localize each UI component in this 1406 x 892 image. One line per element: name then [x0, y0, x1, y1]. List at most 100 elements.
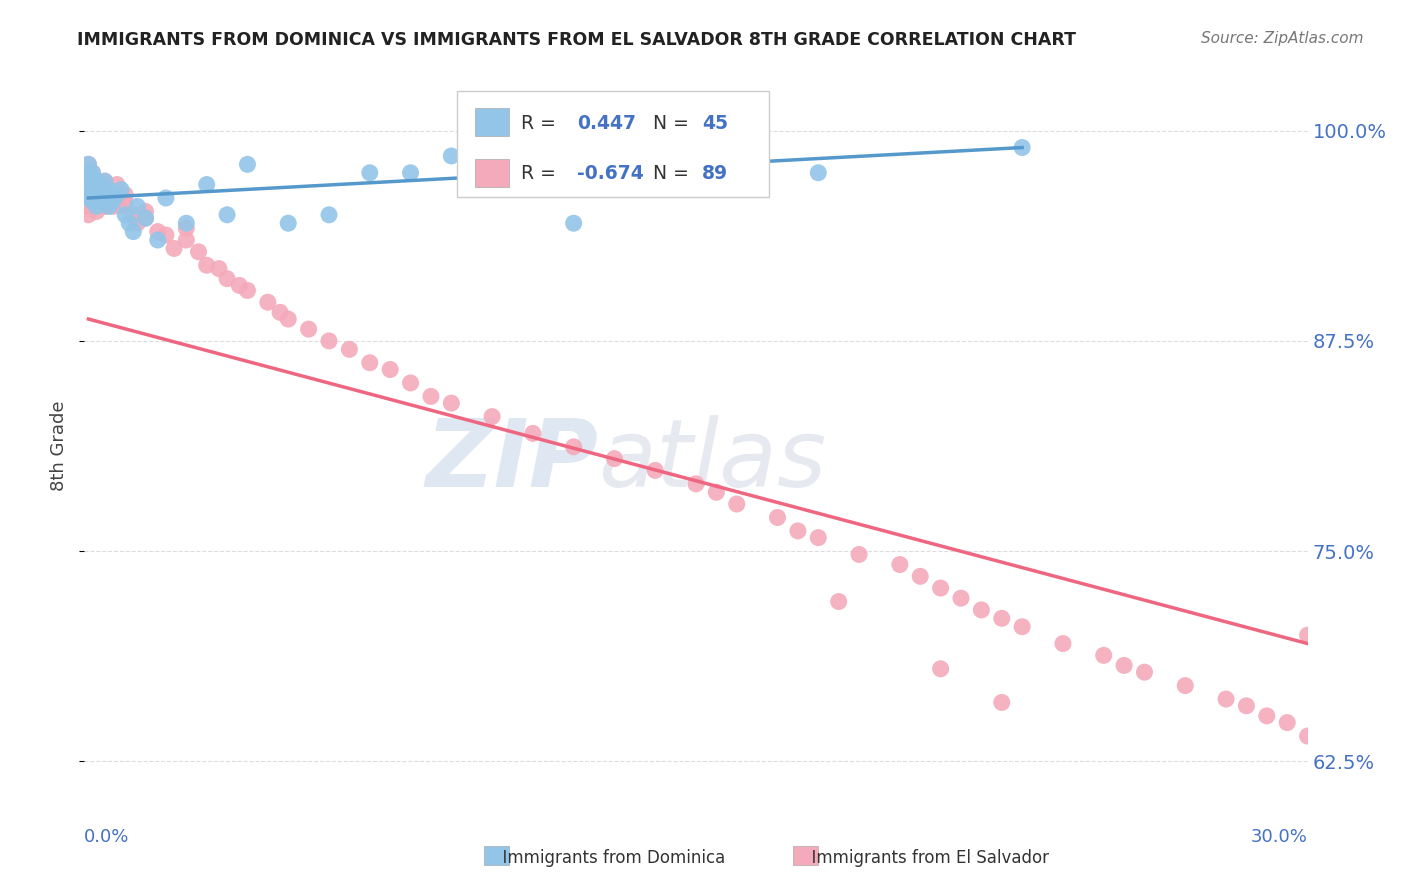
- Point: [90, 197, 112, 211]
- Point: [889, 558, 911, 572]
- Point: [1236, 698, 1258, 713]
- Point: [217, 271, 239, 285]
- Point: [228, 278, 250, 293]
- Point: [90, 187, 112, 202]
- Point: [339, 343, 361, 357]
- Point: [1133, 665, 1156, 680]
- Point: [86, 174, 108, 188]
- Point: [90, 187, 112, 202]
- Point: [86, 174, 108, 188]
- Point: [77, 183, 100, 197]
- Point: [77, 166, 100, 180]
- Point: [97, 199, 120, 213]
- Point: [257, 295, 280, 310]
- Point: [122, 225, 145, 239]
- Point: [114, 187, 136, 202]
- Point: [101, 187, 124, 202]
- Point: [90, 194, 112, 209]
- Point: [127, 216, 149, 230]
- Point: [155, 227, 177, 242]
- Point: [766, 510, 789, 524]
- Point: [135, 211, 157, 226]
- Point: [105, 187, 128, 202]
- Point: [1114, 658, 1136, 673]
- Point: [82, 187, 104, 202]
- Point: [236, 284, 259, 298]
- Text: -0.674: -0.674: [578, 164, 644, 184]
- Text: atlas: atlas: [598, 415, 827, 506]
- Point: [950, 591, 973, 606]
- Point: [86, 191, 108, 205]
- Point: [380, 362, 402, 376]
- Point: [77, 174, 100, 188]
- Point: [787, 524, 810, 538]
- Text: N =: N =: [654, 164, 695, 184]
- Text: Immigrants from Dominica: Immigrants from Dominica: [492, 849, 725, 867]
- Point: [174, 216, 197, 230]
- Text: R =: R =: [522, 164, 562, 184]
- Point: [118, 216, 141, 230]
- Point: [562, 440, 585, 454]
- Point: [97, 183, 120, 197]
- Point: [90, 178, 112, 192]
- Text: IMMIGRANTS FROM DOMINICA VS IMMIGRANTS FROM EL SALVADOR 8TH GRADE CORRELATION CH: IMMIGRANTS FROM DOMINICA VS IMMIGRANTS F…: [77, 31, 1077, 49]
- Point: [86, 194, 108, 209]
- Point: [127, 199, 149, 213]
- Point: [522, 426, 544, 441]
- Point: [1011, 620, 1033, 634]
- Point: [155, 191, 177, 205]
- Point: [440, 149, 463, 163]
- Point: [82, 199, 104, 213]
- Point: [82, 178, 104, 192]
- FancyBboxPatch shape: [475, 160, 509, 187]
- Point: [97, 183, 120, 197]
- Point: [135, 204, 157, 219]
- Text: Immigrants from El Salvador: Immigrants from El Salvador: [801, 849, 1049, 867]
- Point: [603, 451, 626, 466]
- Point: [77, 157, 100, 171]
- Point: [807, 166, 830, 180]
- Point: [77, 208, 100, 222]
- Point: [105, 178, 128, 192]
- Point: [77, 191, 100, 205]
- Point: [93, 199, 115, 213]
- Point: [991, 611, 1014, 625]
- Point: [685, 183, 707, 197]
- Point: [82, 166, 104, 180]
- Point: [277, 216, 299, 230]
- Point: [146, 225, 169, 239]
- Point: [1256, 709, 1278, 723]
- Text: Source: ZipAtlas.com: Source: ZipAtlas.com: [1201, 31, 1364, 46]
- Point: [146, 233, 169, 247]
- Point: [77, 191, 100, 205]
- Point: [101, 194, 124, 209]
- Point: [135, 211, 157, 226]
- Point: [77, 166, 100, 180]
- Point: [97, 194, 120, 209]
- Point: [359, 166, 381, 180]
- Point: [217, 208, 239, 222]
- Point: [929, 662, 952, 676]
- Point: [991, 695, 1014, 709]
- FancyBboxPatch shape: [475, 109, 509, 136]
- Point: [90, 178, 112, 192]
- Point: [236, 157, 259, 171]
- Point: [114, 208, 136, 222]
- Text: 45: 45: [702, 113, 728, 133]
- Point: [195, 178, 218, 192]
- Point: [174, 221, 197, 235]
- Point: [848, 548, 870, 562]
- Text: ZIP: ZIP: [425, 415, 598, 507]
- Point: [93, 187, 115, 202]
- Point: [1215, 692, 1237, 706]
- Point: [440, 396, 463, 410]
- Point: [77, 174, 100, 188]
- Point: [644, 463, 666, 477]
- Point: [86, 183, 108, 197]
- Point: [86, 204, 108, 219]
- Point: [1277, 715, 1299, 730]
- Point: [82, 170, 104, 185]
- Point: [929, 581, 952, 595]
- Point: [174, 233, 197, 247]
- Point: [318, 334, 340, 348]
